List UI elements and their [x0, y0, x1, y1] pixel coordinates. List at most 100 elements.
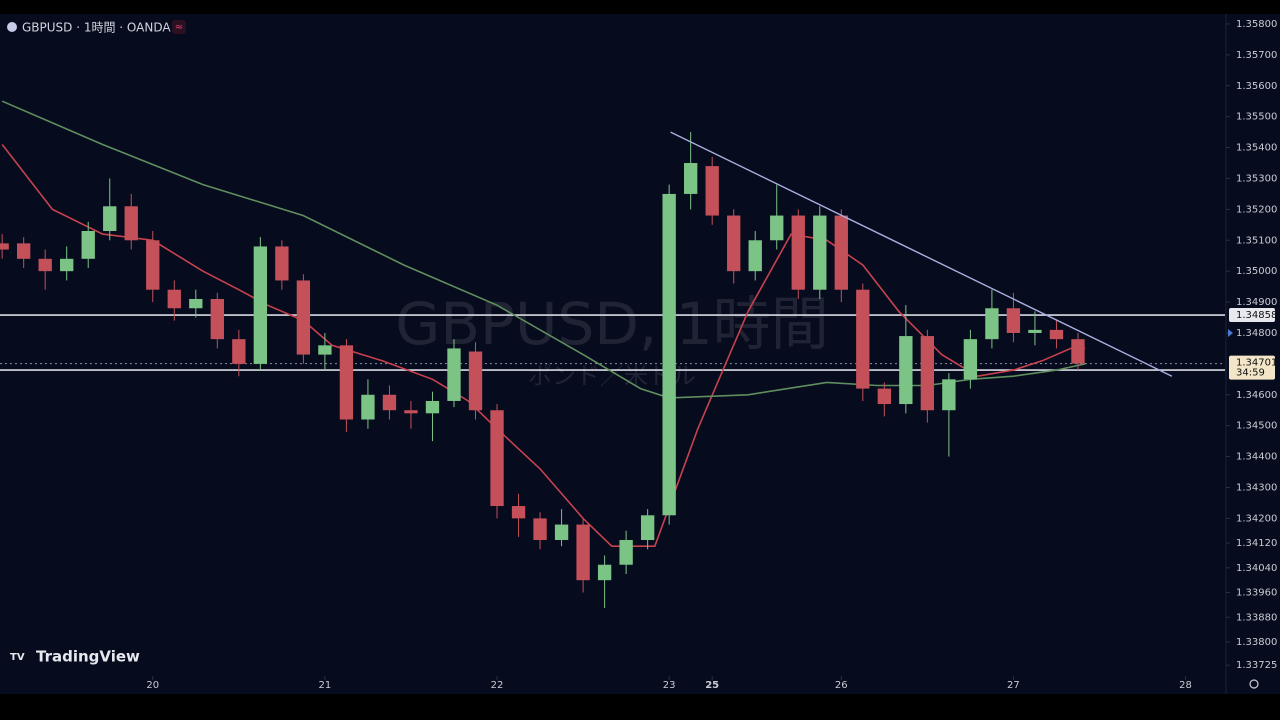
- candle-body: [468, 351, 483, 411]
- chart-title: GBPUSD · 1時間 · OANDA: [22, 21, 171, 35]
- x-tick-label: 28: [1179, 680, 1192, 691]
- y-tick-label: 1.35400: [1236, 143, 1277, 154]
- candle-body: [81, 231, 95, 259]
- candle-body: [705, 166, 719, 216]
- x-tick-label: 27: [1007, 680, 1020, 691]
- x-tick-label: 20: [146, 680, 159, 691]
- x-tick-label: 21: [319, 680, 332, 691]
- candle-body: [16, 243, 31, 259]
- y-tick-label: 1.34800: [1236, 328, 1277, 339]
- candle-body: [296, 280, 311, 355]
- y-tick-label: 1.35500: [1236, 112, 1277, 123]
- candle-body: [640, 515, 655, 541]
- status-icon-glyph: ≈: [175, 22, 183, 33]
- watermark-group: GBPUSD, 1時間 ポンド／米ドル: [395, 290, 828, 390]
- candle-body: [38, 258, 52, 272]
- y-tick-label: 1.35700: [1236, 50, 1277, 61]
- candle-body: [791, 215, 805, 290]
- candle-body: [167, 289, 181, 309]
- y-tick-label: 1.35200: [1236, 204, 1277, 215]
- y-tick-label: 1.33725: [1236, 660, 1277, 671]
- candle-body: [1049, 329, 1064, 340]
- price-arrow: [1228, 328, 1233, 337]
- candle-body: [985, 308, 999, 340]
- candle-body: [576, 524, 590, 581]
- top-bar: [0, 0, 1280, 14]
- y-tick-label: 1.35600: [1236, 81, 1277, 92]
- y-tick-label: 1.34120: [1236, 538, 1277, 549]
- candle-body: [597, 564, 612, 581]
- trend-line: [670, 131, 1173, 377]
- candle-body: [146, 240, 160, 290]
- candle-body: [770, 215, 784, 241]
- candle-body: [318, 345, 332, 355]
- last-price-label: 1.34701: [1236, 358, 1277, 369]
- candle-body: [361, 394, 375, 420]
- candle-body: [963, 339, 978, 380]
- countdown: 34:59: [1236, 368, 1265, 379]
- level-price-box: [1229, 308, 1275, 323]
- y-tick-label: 1.34400: [1236, 452, 1277, 463]
- candle-body: [684, 163, 698, 194]
- candle-body: [511, 506, 526, 519]
- candle-body: [899, 336, 913, 405]
- candle-body: [727, 215, 741, 272]
- candle-body: [425, 400, 440, 414]
- y-tick-label: 1.35000: [1236, 266, 1277, 277]
- y-tick-label: 1.33800: [1236, 637, 1277, 648]
- candle-body: [877, 388, 891, 405]
- candle-body: [619, 540, 633, 565]
- bottom-bar: [0, 694, 1280, 720]
- y-tick-label: 1.34500: [1236, 421, 1277, 432]
- y-tick-label: 1.34040: [1236, 563, 1277, 574]
- watermark: GBPUSD, 1時間: [395, 290, 828, 358]
- candle-body: [1006, 308, 1021, 333]
- candle-body: [60, 258, 74, 272]
- candle-body: [533, 518, 547, 541]
- candle-body: [662, 193, 676, 516]
- candle-body: [920, 336, 935, 411]
- candle-body: [210, 298, 224, 340]
- plot: [0, 100, 1225, 608]
- y-tick-label: 1.33880: [1236, 612, 1277, 623]
- candle-body: [189, 298, 203, 309]
- y-tick-label: 1.35300: [1236, 173, 1277, 184]
- y-tick-label: 1.34900: [1236, 297, 1277, 308]
- x-tick-label: 25: [705, 680, 719, 691]
- candle-body: [404, 410, 418, 414]
- x-tick-label: 23: [663, 680, 676, 691]
- y-tick-label: 1.34600: [1236, 390, 1277, 401]
- candle-body: [253, 246, 268, 364]
- candle-body: [382, 394, 397, 411]
- candle-body: [339, 345, 354, 420]
- y-tick-label: 1.34300: [1236, 482, 1277, 493]
- candle-body: [813, 215, 827, 290]
- candle-body: [1028, 329, 1042, 333]
- candle-body: [748, 240, 762, 272]
- candle-body: [490, 410, 504, 507]
- settings-icon[interactable]: [1249, 679, 1259, 689]
- candle-body: [232, 339, 246, 364]
- brand-logo: 𝗧𝗩: [10, 652, 25, 663]
- x-tick-label: 22: [491, 680, 504, 691]
- candle-body: [0, 243, 9, 250]
- candle-body: [124, 206, 138, 241]
- y-tick-label: 1.33960: [1236, 588, 1277, 599]
- candle-body: [275, 246, 289, 281]
- candle-body: [942, 379, 956, 411]
- candle-body: [554, 524, 569, 541]
- x-tick-label: 26: [835, 680, 848, 691]
- last-price-box: [1229, 355, 1275, 380]
- candle-body: [447, 348, 461, 401]
- y-tick-label: 1.35100: [1236, 235, 1277, 246]
- brand: TradingView: [36, 648, 140, 666]
- y-tick-label: 1.34200: [1236, 513, 1277, 524]
- candle-body: [834, 215, 848, 290]
- candle-body: [103, 206, 117, 232]
- candle-body: [1071, 339, 1085, 364]
- level-price-label: 1.34858: [1236, 310, 1277, 321]
- y-tick-label: 1.35800: [1236, 19, 1277, 30]
